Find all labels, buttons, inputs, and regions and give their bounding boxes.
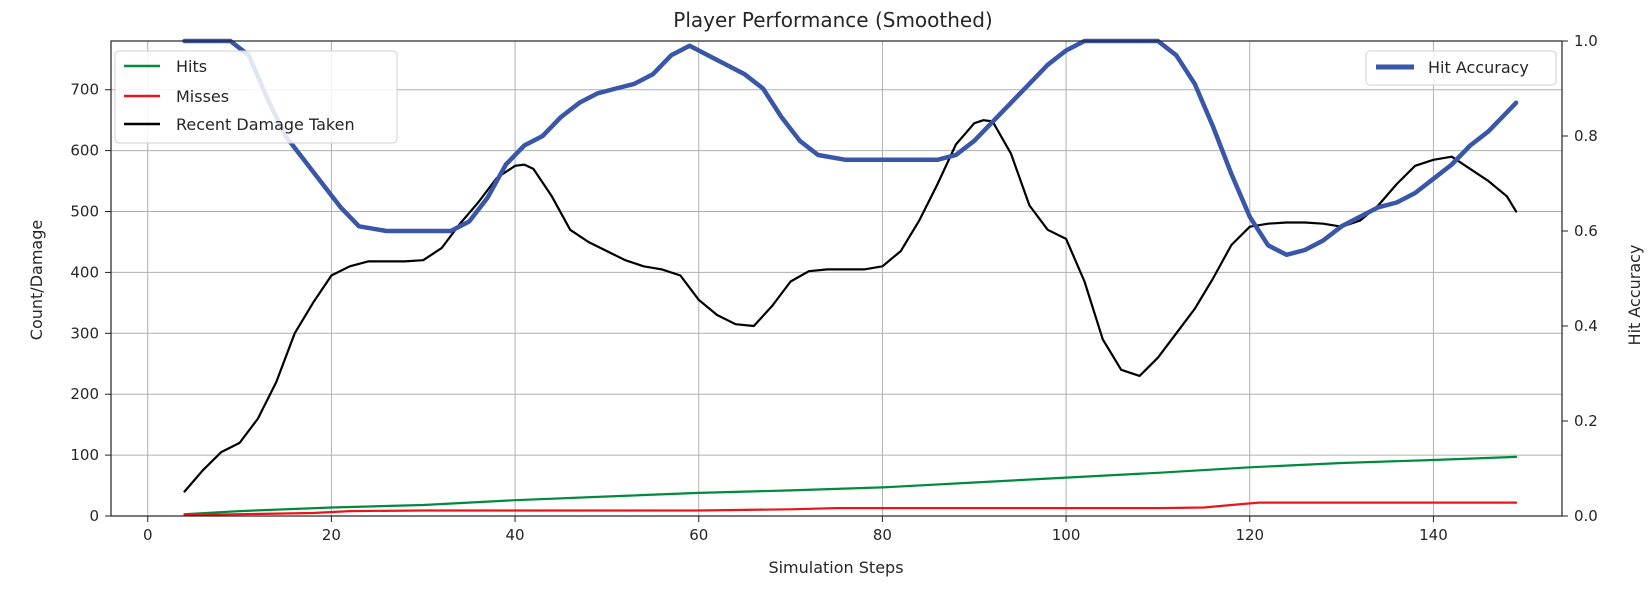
accuracy-line [182,38,1519,258]
x-tick-label: 0 [143,526,153,544]
plot-frame [110,40,1563,517]
legend-label-hits: Hits [176,57,207,76]
grid [111,41,1562,517]
y-tick-label: 600 [70,142,99,160]
x-ticks: 0 20 40 60 80 100 120 140 [143,516,1448,544]
x-tick-label: 40 [506,526,525,544]
x-tick-label: 100 [1052,526,1081,544]
y-tick-label: 300 [70,324,99,342]
y2-tick-label: 0.4 [1574,317,1598,335]
y-tick-label: 700 [70,81,99,99]
y-tick-label: 500 [70,203,99,221]
legend-label-misses: Misses [176,87,229,106]
y2-tick-label: 0.0 [1574,507,1598,525]
x-axis-title: Simulation Steps [768,558,903,577]
damage-line [183,119,1518,493]
legend-label-damage: Recent Damage Taken [176,115,355,134]
y2-axis-title: Hit Accuracy [1625,245,1644,346]
legend-left: Hits Misses Recent Damage Taken [114,50,398,144]
x-tick-label: 120 [1235,526,1264,544]
y-axis-title: Count/Damage [27,220,46,340]
legend-label-accuracy: Hit Accuracy [1428,58,1529,77]
y2-tick-label: 0.8 [1574,127,1598,145]
misses-line [183,501,1518,516]
y2-ticks: 0.0 0.2 0.4 0.6 0.8 1.0 [1562,32,1598,525]
y-tick-label: 0 [89,507,99,525]
hits-line [183,455,1518,516]
x-tick-label: 140 [1419,526,1448,544]
x-tick-label: 20 [322,526,341,544]
legend-right-box [1365,50,1557,86]
y2-tick-label: 1.0 [1574,32,1598,50]
series-layer [182,38,1519,516]
legend-left-box [114,50,398,144]
y2-tick-label: 0.6 [1574,222,1598,240]
y-tick-label: 200 [70,385,99,403]
y-tick-label: 400 [70,263,99,281]
chart-title: Player Performance (Smoothed) [673,8,992,32]
y-ticks: 0 100 200 300 400 500 600 700 [70,81,111,525]
y2-tick-label: 0.2 [1574,412,1598,430]
legend-right: Hit Accuracy [1365,50,1557,86]
y-tick-label: 100 [70,446,99,464]
x-tick-label: 60 [689,526,708,544]
x-tick-label: 80 [873,526,892,544]
